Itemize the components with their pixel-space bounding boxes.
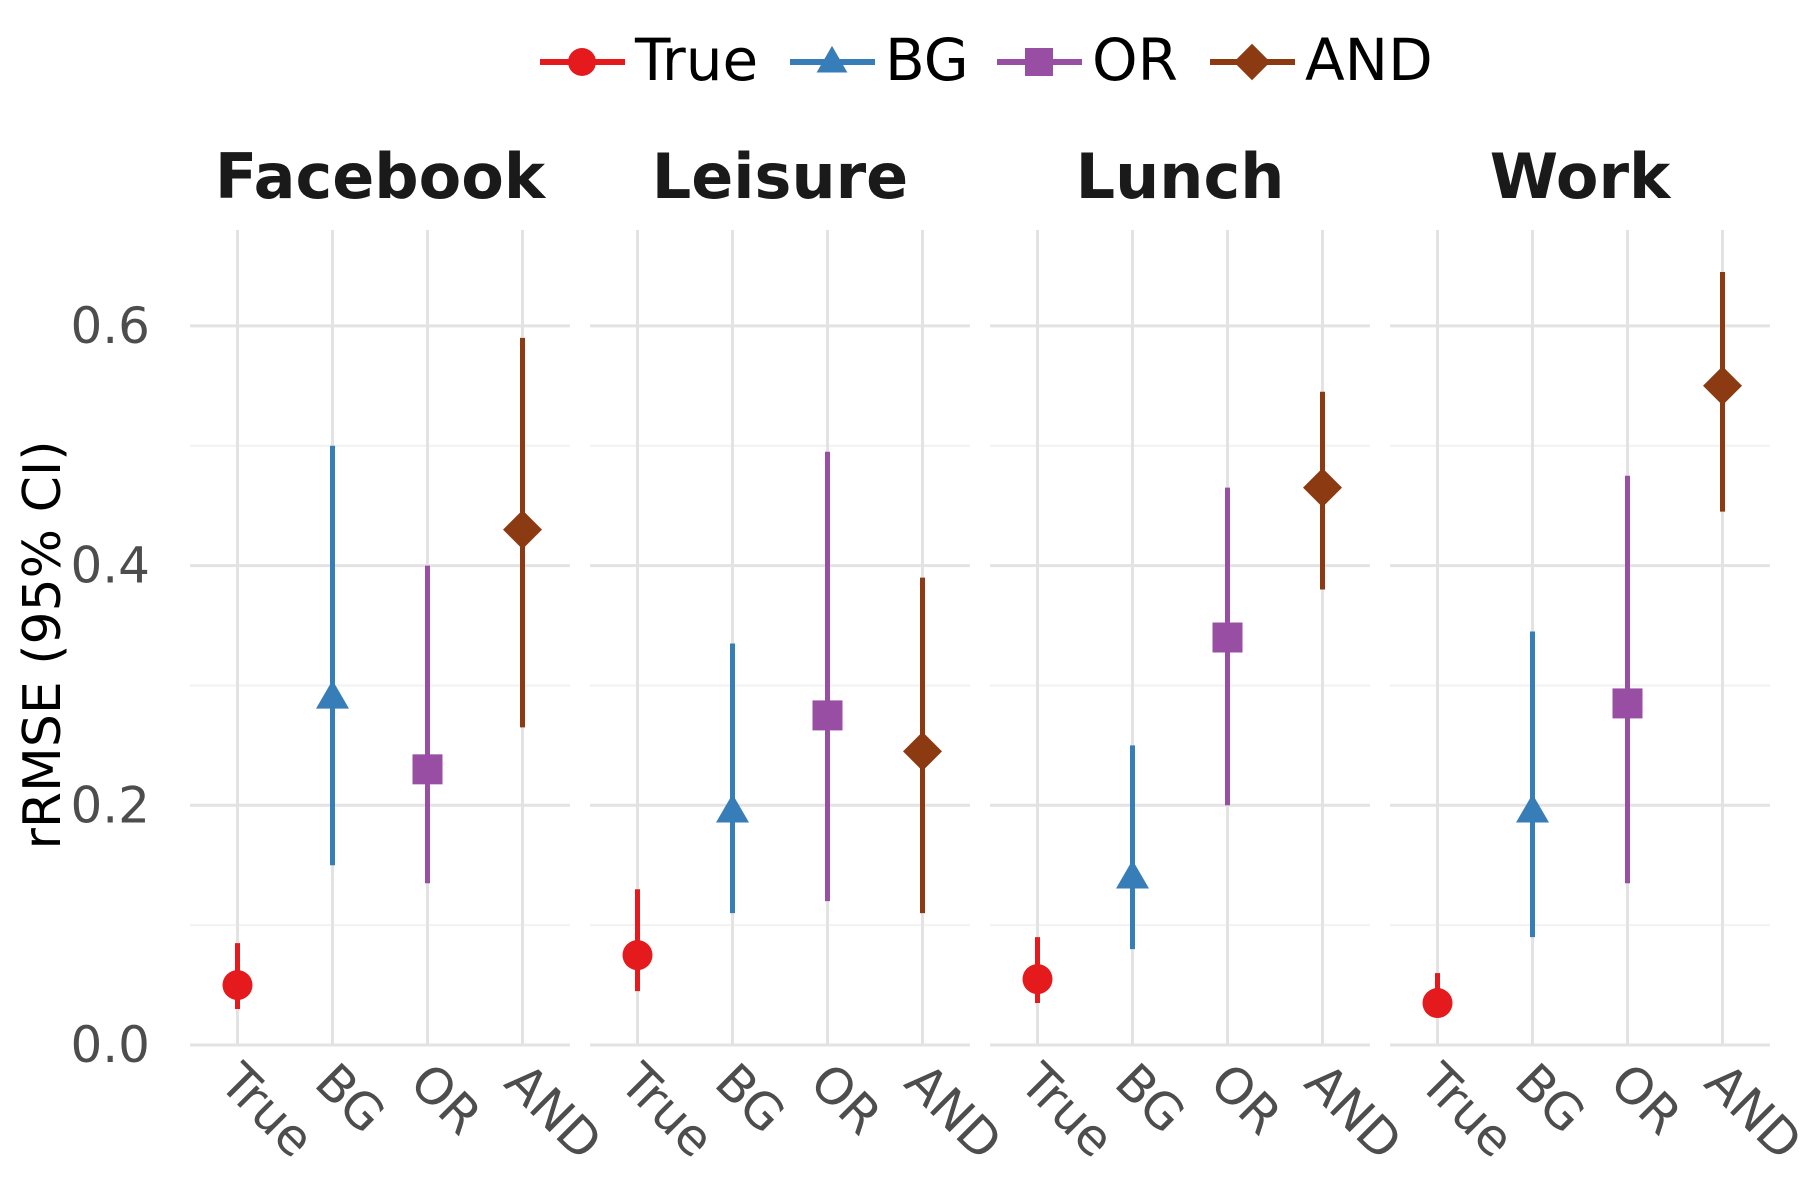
point-and — [503, 510, 542, 550]
point-or — [1212, 622, 1243, 653]
y-tick-label: 0.6 — [70, 297, 150, 355]
legend-key-square-icon — [1025, 48, 1053, 76]
point-and — [903, 731, 942, 771]
panel-title: Work — [1490, 140, 1672, 213]
legend-label: AND — [1305, 26, 1433, 94]
x-tick-label: OR — [799, 1052, 892, 1145]
point-bg — [1516, 794, 1549, 823]
legend: True BG OR AND — [540, 26, 1433, 94]
point-true — [1022, 964, 1053, 995]
legend-key-diamond-icon — [1233, 43, 1271, 81]
x-tick-label: True — [1008, 1052, 1125, 1169]
legend-label: BG — [885, 26, 969, 94]
x-tick-label: OR — [1599, 1052, 1692, 1145]
point-true — [222, 970, 253, 1001]
point-and — [1703, 366, 1742, 406]
x-tick-label: AND — [894, 1052, 1013, 1171]
x-tick-label: AND — [494, 1052, 613, 1171]
point-or — [812, 700, 843, 731]
y-tick-label: 0.4 — [70, 537, 150, 595]
x-tick-label: AND — [1294, 1052, 1413, 1171]
x-tick-label: AND — [1694, 1052, 1800, 1171]
panel-title: Leisure — [652, 140, 908, 213]
y-tick-label: 0.2 — [70, 776, 150, 834]
panel-title: Facebook — [215, 140, 547, 213]
legend-item-and: AND — [1210, 26, 1433, 94]
legend-item-or: OR — [997, 26, 1178, 94]
legend-key-circle-icon — [568, 48, 596, 76]
x-tick-label: True — [1408, 1052, 1525, 1169]
legend-item-true: True — [540, 26, 758, 94]
legend-item-bg: BG — [790, 26, 969, 94]
x-tick-label: OR — [1199, 1052, 1292, 1145]
point-bg — [716, 794, 749, 823]
point-true — [622, 940, 653, 971]
point-or — [412, 754, 443, 785]
point-or — [1612, 688, 1643, 719]
panel-title: Lunch — [1076, 140, 1285, 213]
x-tick-label: OR — [399, 1052, 492, 1145]
y-tick-label: 0.0 — [70, 1016, 150, 1074]
x-tick-label: True — [608, 1052, 725, 1169]
point-and — [1303, 468, 1342, 508]
x-tick-label: True — [208, 1052, 325, 1169]
legend-label: OR — [1092, 26, 1178, 94]
point-true — [1422, 988, 1453, 1019]
legend-key-triangle-icon — [816, 45, 848, 73]
y-axis-title: rRMSE (95% CI) — [13, 440, 73, 849]
point-bg — [316, 680, 349, 709]
point-bg — [1116, 859, 1149, 889]
legend-label: True — [634, 26, 758, 94]
